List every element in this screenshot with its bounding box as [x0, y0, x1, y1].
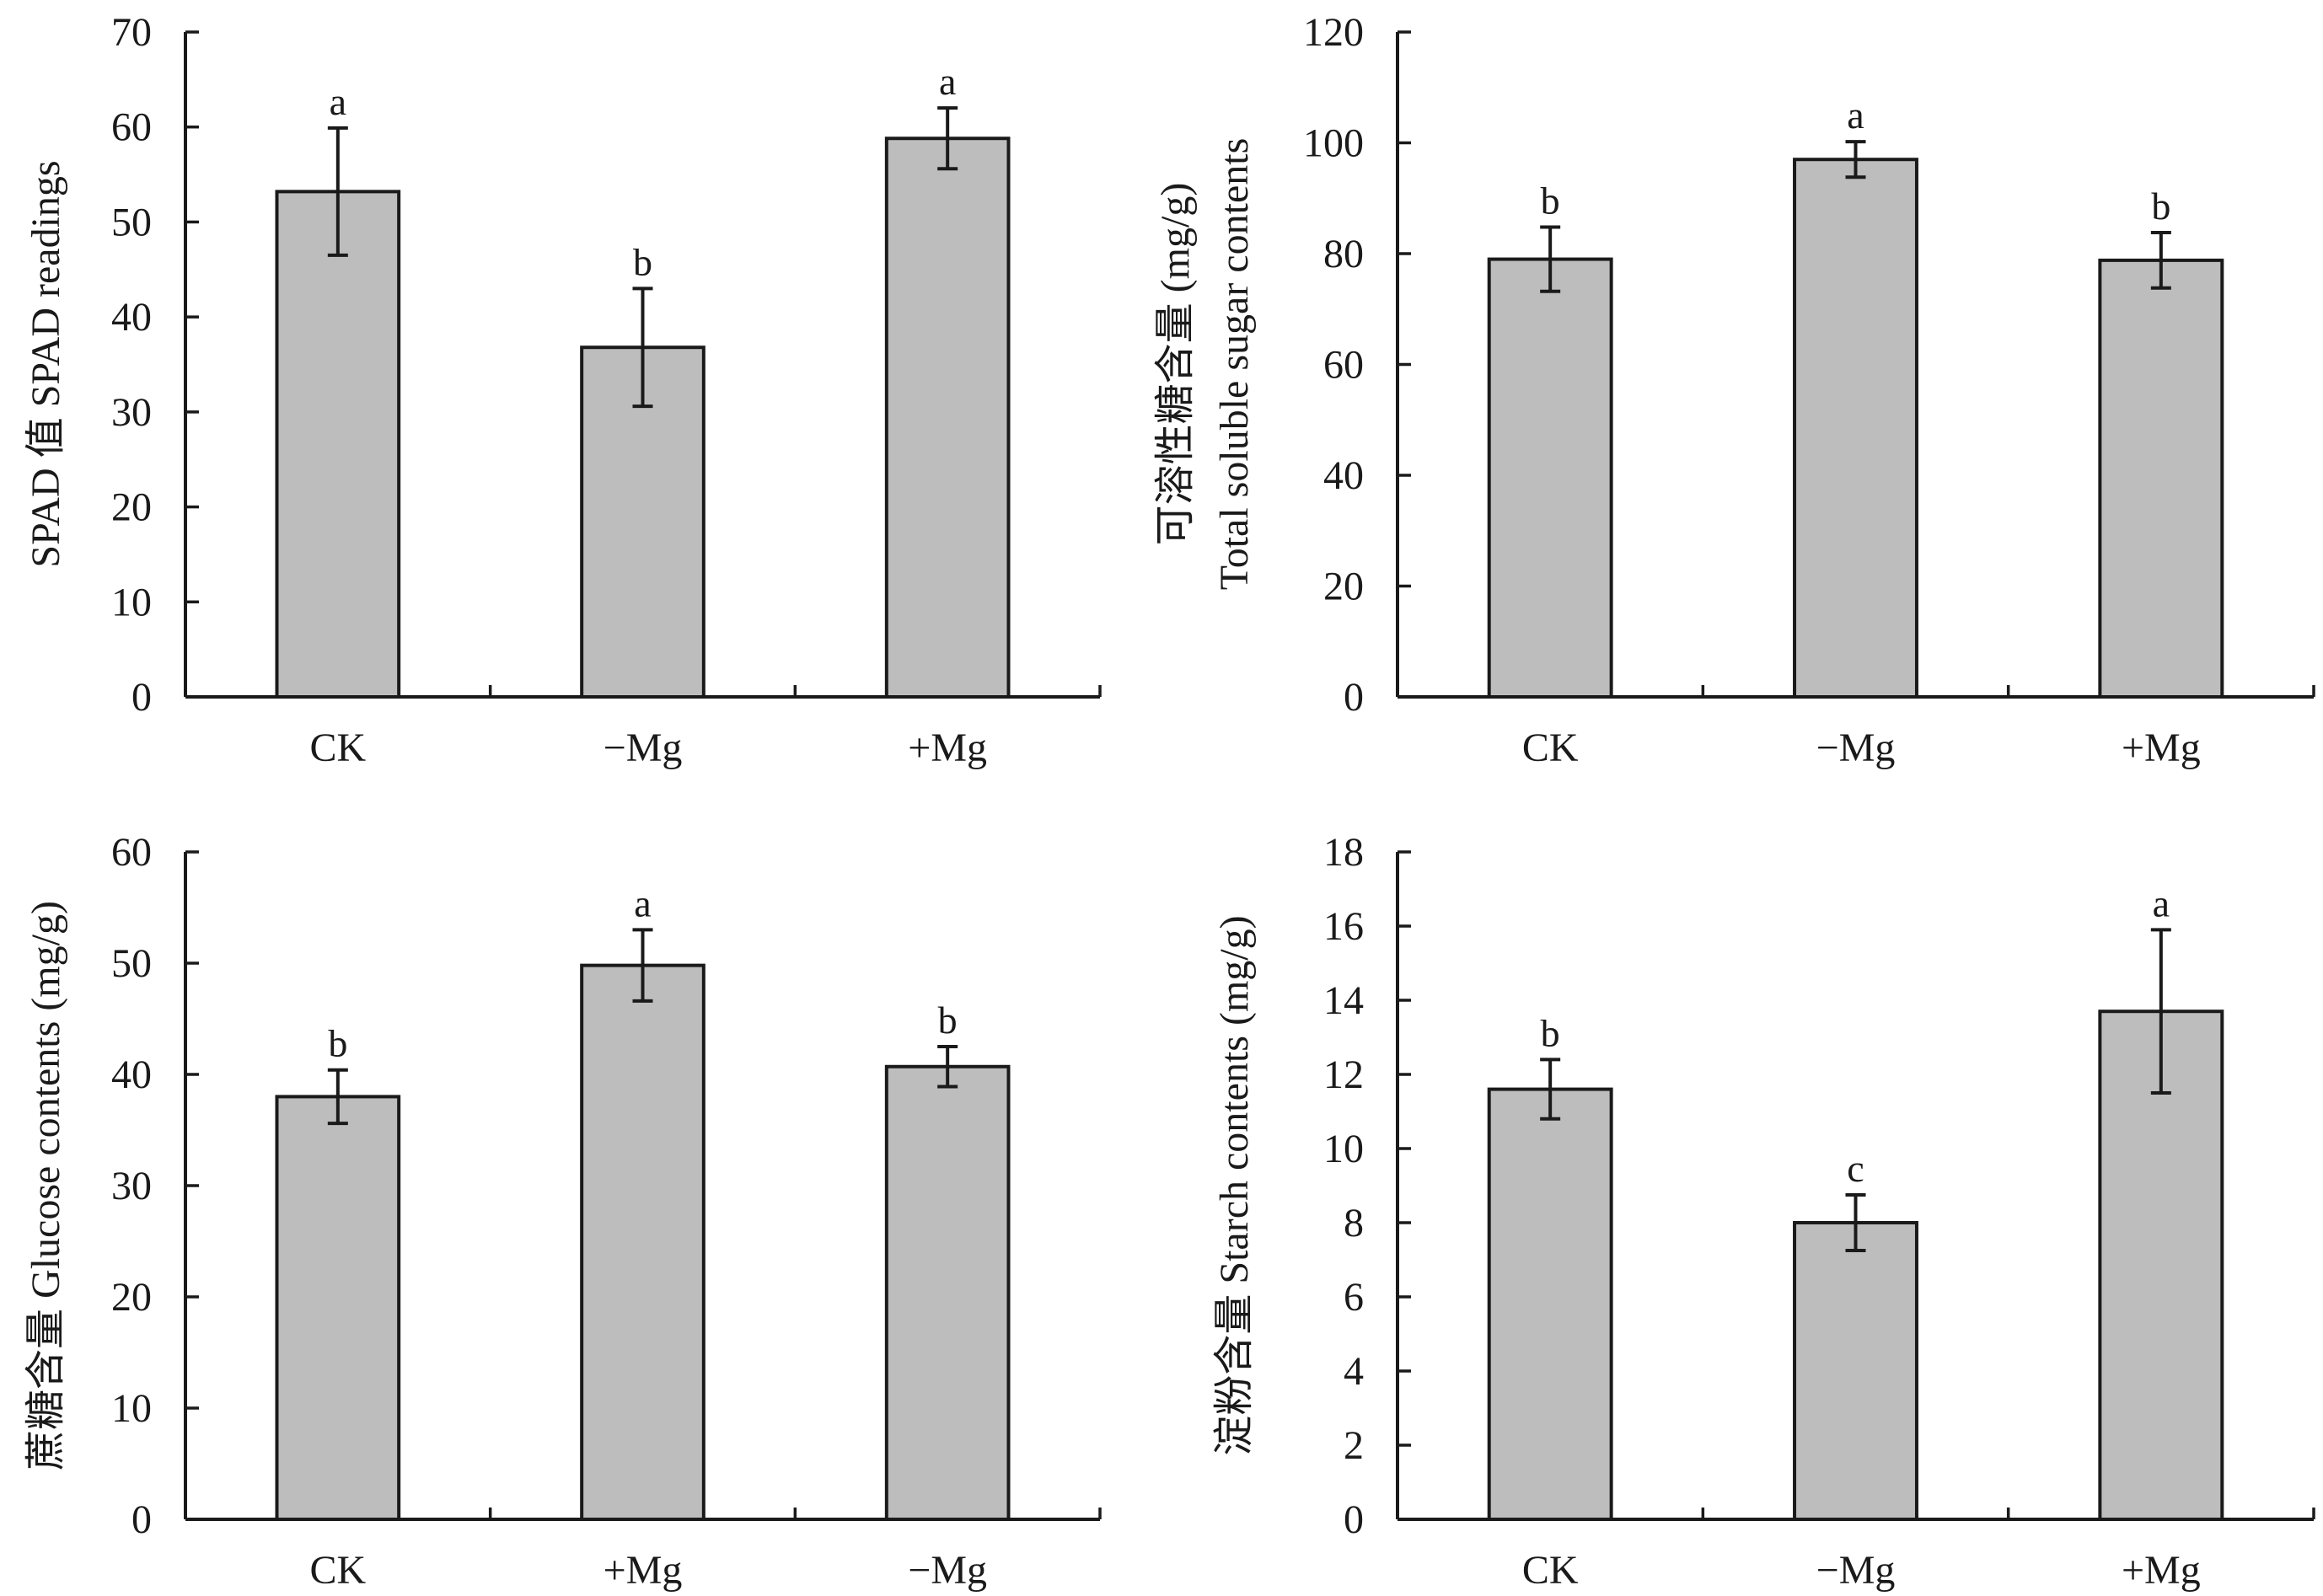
significance-label: a	[330, 80, 346, 123]
y-axis-title: 淀粉含量 Starch contents (mg/g)	[1212, 915, 1257, 1455]
significance-label: b	[1541, 1011, 1560, 1054]
bar	[1487, 257, 1613, 699]
y-tick-label: 20	[111, 485, 152, 530]
y-tick-label: 2	[1344, 1423, 1364, 1468]
y-axis-title: Total soluble sugar contents	[1212, 138, 1257, 591]
y-tick-label: 14	[1323, 978, 1364, 1023]
y-tick-label: 4	[1344, 1349, 1364, 1394]
bar	[884, 137, 1011, 699]
x-category-label: CK	[1522, 726, 1579, 770]
y-tick-label: 8	[1344, 1201, 1364, 1245]
bar	[580, 345, 705, 699]
y-tick-label: 30	[111, 390, 152, 435]
y-tick-label: 20	[111, 1275, 152, 1320]
x-category-label: CK	[1522, 1548, 1579, 1593]
y-tick-label: 50	[111, 941, 152, 986]
y-tick-label: 10	[111, 580, 152, 624]
y-tick-label: 80	[1323, 232, 1364, 276]
x-category-label: CK	[309, 726, 366, 770]
bar	[1793, 1221, 1918, 1521]
y-tick-label: 60	[111, 105, 152, 150]
y-axis-title: 可溶性糖含量 (mg/g)	[1153, 183, 1198, 546]
x-category-label: −Mg	[1816, 1548, 1896, 1593]
y-tick-label: 60	[111, 830, 152, 875]
x-category-label: +Mg	[908, 726, 987, 770]
bar	[1793, 158, 1918, 699]
significance-label: a	[634, 881, 651, 924]
y-tick-label: 40	[1323, 453, 1364, 498]
significance-label: b	[2151, 185, 2170, 228]
bar	[1487, 1087, 1613, 1521]
bar	[2098, 1010, 2224, 1521]
bar	[884, 1064, 1011, 1521]
y-tick-label: 0	[1344, 675, 1364, 720]
bar	[2098, 258, 2224, 699]
y-tick-label: 60	[1323, 343, 1364, 388]
y-tick-label: 18	[1323, 830, 1364, 875]
bar	[580, 963, 705, 1521]
y-axis-title: 蔗糖含量 Glucose contents (mg/g)	[24, 901, 68, 1470]
panel-starch: 0 2 4 6 8 10 12 14 16 18 b CK c −Mg a +Mg 淀粉含量 Starch co…	[1212, 830, 2315, 1593]
y-tick-label: 40	[111, 295, 152, 340]
x-category-label: CK	[309, 1548, 366, 1593]
x-category-label: +Mg	[604, 1548, 683, 1593]
y-tick-label: 30	[111, 1164, 152, 1208]
y-tick-label: 70	[111, 10, 152, 55]
significance-label: b	[328, 1022, 347, 1065]
significance-label: a	[939, 60, 956, 103]
x-category-label: −Mg	[1816, 726, 1896, 770]
significance-label: a	[2153, 881, 2170, 924]
y-tick-label: 0	[131, 675, 152, 720]
x-category-label: −Mg	[908, 1548, 987, 1593]
y-tick-label: 12	[1323, 1052, 1364, 1097]
significance-label: c	[1847, 1147, 1864, 1190]
y-tick-label: 10	[1323, 1127, 1364, 1171]
x-category-label: +Mg	[2122, 726, 2201, 770]
y-tick-label: 100	[1303, 121, 1364, 166]
significance-label: b	[633, 240, 652, 283]
bar	[275, 1095, 401, 1522]
significance-label: b	[938, 999, 958, 1042]
panel-spad: 0 10 20 30 40 50 60 70 a CK b −Mg a +Mg SPAD 值 SPAD re…	[24, 10, 1102, 770]
y-tick-label: 120	[1303, 10, 1364, 55]
y-axis-title: SPAD 值 SPAD readings	[24, 160, 68, 567]
x-category-label: +Mg	[2122, 1548, 2201, 1593]
significance-label: b	[1541, 179, 1560, 222]
y-tick-label: 0	[1344, 1497, 1364, 1542]
x-category-label: −Mg	[604, 726, 683, 770]
y-tick-label: 20	[1323, 565, 1364, 609]
y-tick-label: 10	[111, 1386, 152, 1431]
y-tick-label: 40	[111, 1052, 152, 1097]
y-tick-label: 16	[1323, 904, 1364, 949]
y-tick-label: 6	[1344, 1275, 1364, 1320]
significance-label: a	[1847, 94, 1864, 137]
panel-soluble-sugar: 0 20 40 60 80 100 120 b CK a −Mg b +Mg 可溶性糖含量 (mg/g) T…	[1153, 10, 2315, 770]
y-tick-label: 50	[111, 200, 152, 244]
bar	[275, 190, 401, 699]
panel-glucose: 0 10 20 30 40 50 60 b CK a +Mg b −Mg 蔗糖含量 Glucose con…	[24, 830, 1102, 1593]
y-tick-label: 0	[131, 1497, 152, 1542]
